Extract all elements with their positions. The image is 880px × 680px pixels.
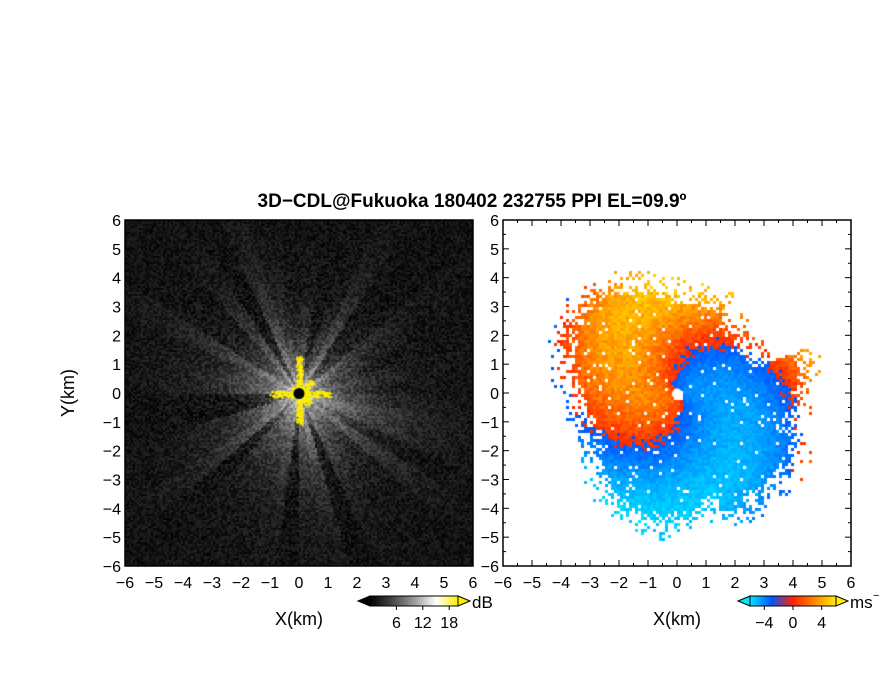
intensity-colorbar-high-arrow [457,595,472,607]
intensity-colorbar-bar [369,595,459,607]
velocity-y-tick-label: 6 [490,213,499,230]
velocity-x-tick-label: −6 [494,575,512,592]
intensity-y-tick-label: 4 [112,271,121,288]
intensity-colorbar-tick-label: 18 [440,615,458,632]
intensity-y-axis-label: Y(km) [58,369,78,417]
velocity-colorbar-high-arrow [835,595,850,607]
intensity-y-tick-label: −1 [103,415,121,432]
intensity-colorbar-tick-label: 6 [392,615,401,632]
intensity-y-tick-label: 1 [112,357,121,374]
velocity-y-tick-label: −4 [481,501,499,518]
intensity-y-tick-label: −6 [103,559,121,576]
figure-title: 3D−CDL@Fukuoka 180402 232755 PPI EL=09.9… [258,191,687,212]
velocity-colorbar-tick-label: −4 [755,615,773,632]
velocity-x-tick-label: −5 [523,575,541,592]
intensity-x-tick-label: 6 [469,575,478,592]
velocity-y-tick-label: 3 [490,300,499,317]
velocity-x-tick-label: −4 [552,575,570,592]
velocity-colorbar-unit: ms [850,593,873,612]
intensity-x-tick-label: 1 [324,575,333,592]
intensity-x-tick-label: −1 [261,575,279,592]
velocity-colorbar-tick-label: 0 [789,615,798,632]
velocity-x-tick-label: 1 [702,575,711,592]
intensity-colorbar: 6 12 18 dB [356,593,493,632]
intensity-colorbar-tick-label: 12 [414,615,432,632]
velocity-y-tick-label: 0 [490,386,499,403]
intensity-y-tick-label: −5 [103,530,121,547]
intensity-x-tick-label: 4 [411,575,420,592]
velocity-x-tick-label: 5 [818,575,827,592]
velocity-x-tick-label: 4 [789,575,798,592]
velocity-x-tick-label: 6 [847,575,856,592]
velocity-colorbar-unit-exponent: −1 [873,590,880,602]
velocity-y-tick-label: 5 [490,242,499,259]
velocity-colorbar-tick-label: 4 [817,615,826,632]
intensity-x-tick-label: 3 [382,575,391,592]
velocity-image [503,220,851,566]
intensity-x-tick-label: −2 [232,575,250,592]
intensity-x-tick-label: 2 [353,575,362,592]
intensity-x-tick-label: 0 [295,575,304,592]
velocity-y-tick-label: −2 [481,444,499,461]
velocity-x-tick-label: 3 [760,575,769,592]
intensity-y-tick-label: 3 [112,300,121,317]
velocity-image-frame [503,220,851,566]
intensity-image [125,220,473,566]
velocity-x-tick-label: −3 [581,575,599,592]
intensity-y-tick-label: −4 [103,501,121,518]
velocity-colorbar-bar [749,595,837,607]
velocity-y-tick-label: 1 [490,357,499,374]
velocity-y-tick-label: 2 [490,328,499,345]
velocity-ticks: −6 −5 −4 −3 −2 −1 0 1 2 3 4 5 6 6 5 4 3 2 1 0 −1 −2 −3 −4 −5 −6 [481,213,856,592]
velocity-y-tick-label: 4 [490,271,499,288]
velocity-colorbar: −4 0 4 ms−1 [736,590,880,632]
intensity-x-tick-label: −4 [174,575,192,592]
intensity-y-tick-label: 6 [112,213,121,230]
intensity-y-tick-label: −2 [103,444,121,461]
velocity-y-tick-label: −6 [481,559,499,576]
velocity-x-axis-label: X(km) [653,609,701,629]
intensity-ticks: −6 −5 −4 −3 −2 −1 0 1 2 3 4 5 6 6 5 4 3 2 1 0 −1 −2 −3 −4 −5 −6 [103,213,478,592]
intensity-y-tick-label: 5 [112,242,121,259]
intensity-x-axis-label: X(km) [275,609,323,629]
intensity-x-tick-label: −3 [203,575,221,592]
velocity-x-tick-label: −1 [639,575,657,592]
velocity-y-tick-label: −3 [481,473,499,490]
velocity-colorbar-low-arrow [736,595,751,607]
intensity-colorbar-low-arrow [356,595,371,607]
intensity-y-tick-label: 0 [112,386,121,403]
velocity-panel: −6 −5 −4 −3 −2 −1 0 1 2 3 4 5 6 6 5 4 3 2 1 0 −1 −2 −3 −4 −5 −6 X… [481,213,880,632]
intensity-image-frame [125,220,473,566]
intensity-colorbar-unit: dB [472,593,493,612]
intensity-y-tick-label: 2 [112,328,121,345]
intensity-y-tick-label: −3 [103,473,121,490]
velocity-y-tick-label: −1 [481,415,499,432]
velocity-x-tick-label: 2 [731,575,740,592]
velocity-y-tick-label: −5 [481,530,499,547]
intensity-x-tick-label: −6 [116,575,134,592]
intensity-x-tick-label: −5 [145,575,163,592]
intensity-x-tick-label: 5 [440,575,449,592]
velocity-x-tick-label: −2 [610,575,628,592]
velocity-x-tick-label: 0 [673,575,682,592]
